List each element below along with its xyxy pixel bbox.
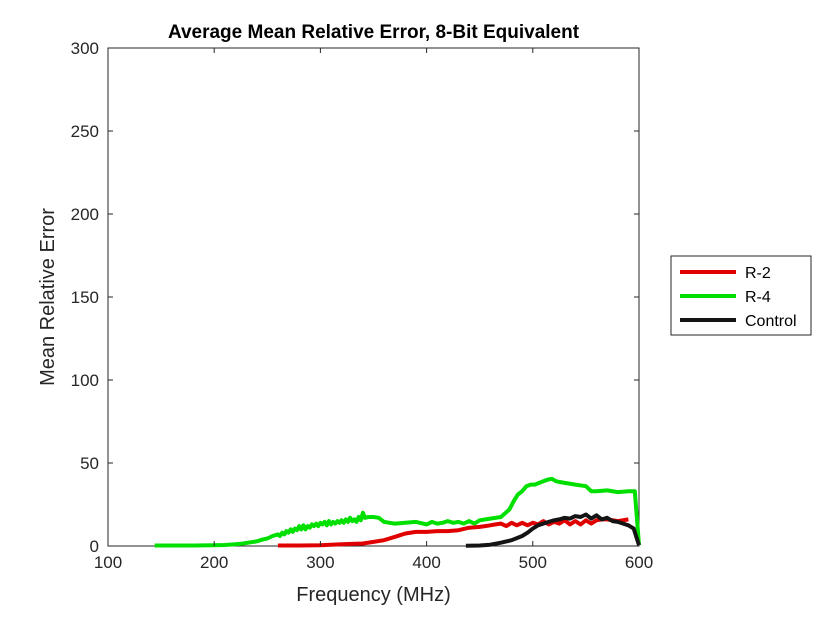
y-tick-label: 150 — [71, 288, 99, 307]
legend-label: R-4 — [745, 289, 771, 306]
series-line-control — [465, 512, 641, 548]
x-tick-label: 200 — [200, 553, 228, 572]
series-line-r-2 — [277, 517, 629, 548]
legend-items: R-2 R-4 Control — [680, 265, 797, 330]
y-axis-label: Mean Relative Error — [37, 208, 59, 386]
x-axis-label: Frequency (MHz) — [296, 584, 450, 606]
y-tick-label: 100 — [71, 371, 99, 390]
x-tick-label: 600 — [625, 553, 653, 572]
legend-label: Control — [745, 313, 797, 330]
x-tick-label: 500 — [519, 553, 547, 572]
x-tick-label: 300 — [306, 553, 334, 572]
y-tick-label: 50 — [80, 454, 99, 473]
x-tick-label: 400 — [412, 553, 440, 572]
y-tick-label: 200 — [71, 205, 99, 224]
y-tick-label: 250 — [71, 122, 99, 141]
y-tick-label: 0 — [90, 537, 99, 556]
chart-title: Average Mean Relative Error, 8-Bit Equiv… — [168, 22, 580, 43]
legend: R-2 R-4 Control — [670, 255, 812, 336]
series-line-r-4 — [154, 476, 641, 548]
plot-area — [107, 47, 640, 547]
x-tick-label: 100 — [94, 553, 122, 572]
y-tick-label: 300 — [71, 39, 99, 58]
legend-label: R-2 — [745, 265, 771, 282]
series-layer — [154, 476, 641, 548]
tick-layer: 100 200 300 400 500 600 0 50 100 150 200 250 300 — [71, 39, 654, 572]
plot-frame — [107, 47, 640, 547]
